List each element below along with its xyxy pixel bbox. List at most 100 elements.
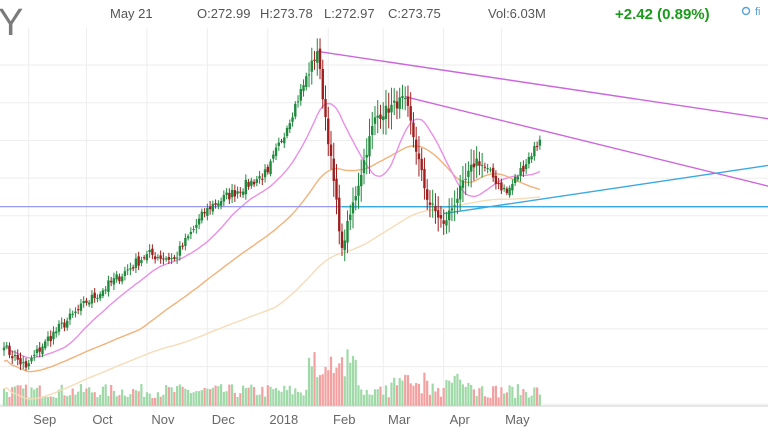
volume-bar <box>66 396 69 406</box>
candle-body <box>203 212 206 214</box>
volume-bar <box>151 397 154 406</box>
candle-body <box>305 76 308 87</box>
volume-bar <box>8 396 11 406</box>
volume-bar <box>514 397 517 406</box>
candle-body <box>420 158 423 171</box>
candle-body <box>236 191 239 194</box>
candle-body <box>162 258 165 260</box>
candle-body <box>307 74 311 76</box>
candle-body <box>299 89 302 101</box>
volume-bar <box>222 391 225 406</box>
candle-body <box>93 292 96 299</box>
candle-body <box>425 189 429 200</box>
candle-body <box>387 108 390 113</box>
x-tick-label: Oct <box>92 412 113 427</box>
volume-bar <box>533 387 536 406</box>
toolbar-label[interactable]: fi <box>755 6 761 18</box>
volume-bar <box>470 384 473 406</box>
magenta-trendline <box>405 96 768 187</box>
grid-lines <box>0 28 768 406</box>
volume-bar <box>368 394 371 406</box>
volume-bar <box>302 395 305 406</box>
candle-body <box>129 268 132 270</box>
volume-bar <box>115 396 118 406</box>
volume-bar <box>461 384 465 406</box>
volume-bar <box>357 385 360 406</box>
candle-body <box>107 280 110 292</box>
candle-body <box>505 188 509 193</box>
volume-bar <box>206 388 209 406</box>
candle-body <box>178 245 182 256</box>
candle-body <box>159 255 162 259</box>
volume-bar <box>296 391 300 406</box>
candle-body <box>354 196 357 201</box>
candle-body <box>533 146 536 157</box>
volume-bar <box>409 383 412 406</box>
sma-fast-line <box>3 102 541 359</box>
candle-body <box>87 302 91 305</box>
volume-bar <box>415 382 418 406</box>
candle-body <box>406 96 410 106</box>
candle-body <box>151 248 154 255</box>
volume-bar <box>192 392 195 406</box>
volume-bar <box>104 384 107 406</box>
volume-bar <box>236 396 239 406</box>
volume-bar <box>390 382 393 406</box>
candle-body <box>371 126 374 135</box>
candle-body <box>137 256 140 266</box>
volume-bar <box>283 385 286 406</box>
volume-bar <box>398 378 401 406</box>
volume-bar <box>500 387 503 406</box>
volume-bar <box>280 391 283 406</box>
volume-bar <box>324 366 327 406</box>
x-tick-label: Dec <box>212 412 236 427</box>
volume-bar <box>428 394 432 406</box>
volume-bar <box>110 385 113 406</box>
candle-body <box>109 280 113 283</box>
candle-body <box>478 161 481 166</box>
candle-body <box>335 178 338 200</box>
candle-body <box>475 158 478 166</box>
volume-bar <box>272 389 275 406</box>
candle-body <box>195 224 198 228</box>
volume-bar <box>101 386 105 406</box>
candle-body <box>35 349 39 354</box>
candle-body <box>153 256 157 260</box>
volume-bar <box>219 384 223 406</box>
candle-body <box>266 166 270 173</box>
candle-body <box>79 303 83 311</box>
candle-body <box>230 189 234 198</box>
candle-body <box>450 208 454 211</box>
candle-body <box>38 347 41 352</box>
candle-body <box>239 191 242 193</box>
candle-body <box>2 347 6 351</box>
volume-bar <box>250 384 253 406</box>
volume-bar <box>310 366 313 406</box>
volume-bar <box>445 380 448 406</box>
candle-body <box>123 271 127 276</box>
volume-bar <box>30 387 33 406</box>
volume-bar <box>93 392 96 406</box>
volume-bar <box>77 391 80 406</box>
candle-body <box>379 114 382 119</box>
volume-bar <box>503 393 506 406</box>
volume-bar <box>439 396 443 406</box>
volume-bar <box>181 386 184 406</box>
candle-body <box>189 232 193 235</box>
volume-bar <box>55 397 58 406</box>
volume-bar <box>79 384 83 406</box>
candle-body <box>156 257 160 259</box>
candle-body <box>343 240 346 251</box>
candle-body <box>415 139 418 152</box>
volume-bar <box>475 395 478 406</box>
candle-body <box>101 290 105 296</box>
x-tick-label: Sep <box>33 412 56 427</box>
volume-bar <box>423 372 426 406</box>
volume-bar <box>209 389 212 406</box>
candle-body <box>8 345 11 355</box>
settings-icon[interactable]: fi <box>741 6 761 18</box>
candle-body <box>324 99 327 118</box>
volume-bar <box>195 391 198 406</box>
candle-body <box>329 144 333 157</box>
